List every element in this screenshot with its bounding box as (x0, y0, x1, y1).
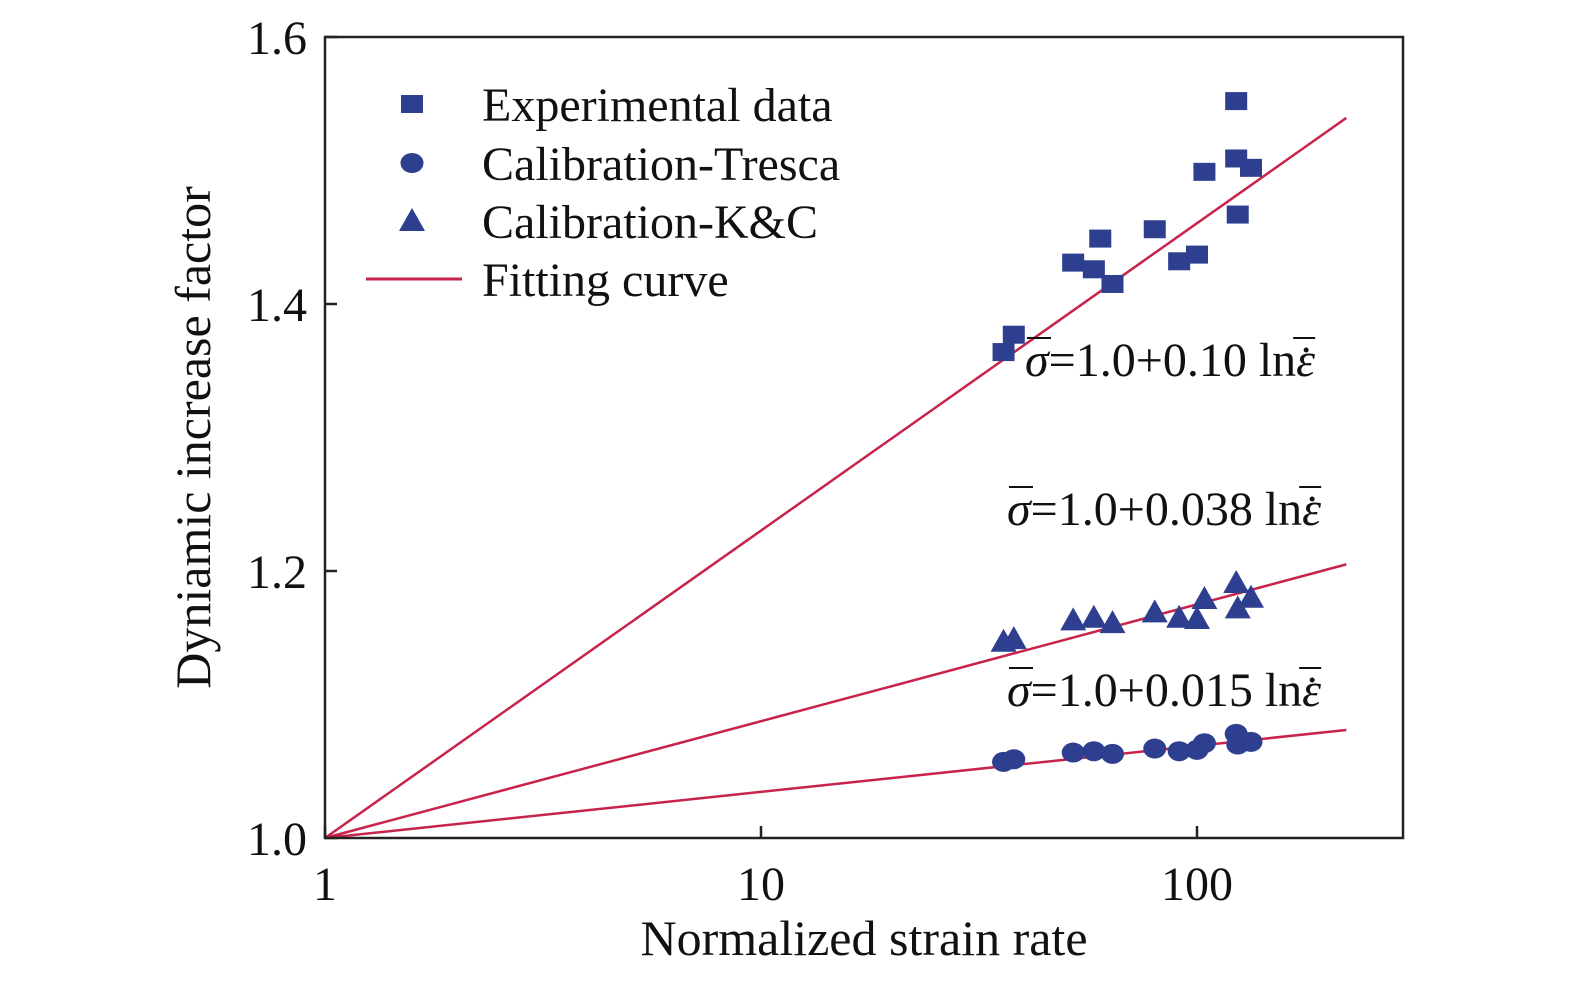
legend-marker-triangle (399, 208, 425, 231)
kc-point (1099, 610, 1126, 634)
legend-markers (366, 95, 462, 281)
legend: Experimental data Calibration-Tresca Cal… (366, 79, 840, 307)
kc-point (1223, 570, 1250, 594)
equation-body: =1.0+0.015 ln (1031, 664, 1302, 717)
experimental-point (992, 343, 1015, 362)
tresca-point (1082, 741, 1106, 762)
x-axis-title: Normalized strain rate (640, 910, 1087, 966)
experimental-point (1062, 253, 1085, 272)
legend-label-kc: Calibration-K&C (482, 196, 818, 249)
kc-point (1191, 586, 1218, 610)
epsilon-dot (1303, 347, 1309, 353)
y-axis-title: Dyniamic increase factor (165, 186, 221, 689)
equation-tresca-fit: σ=1.0+0.015 lnε (1007, 664, 1321, 717)
tresca-point (1239, 731, 1263, 752)
legend-label-experimental: Experimental data (482, 79, 833, 132)
experimental-point (1002, 325, 1025, 344)
y-tick-label: 1.4 (247, 279, 307, 332)
fit-line-experimental (324, 116, 1348, 840)
fit-equations: σ=1.0+0.10 lnε σ=1.0+0.038 lnε σ=1.0+0.0… (1007, 334, 1322, 717)
equation-epsilon: ε (1302, 483, 1321, 536)
legend-marker-circle (400, 153, 424, 173)
legend-label-tresca: Calibration-Tresca (482, 138, 840, 191)
axis-ticks: 1 10 100 1.0 1.2 1.4 1.6 (247, 12, 1233, 911)
data-markers (990, 92, 1264, 772)
x-tick-label: 100 (1161, 858, 1233, 911)
tresca-point (1100, 743, 1124, 764)
experimental-point (1226, 205, 1249, 224)
legend-marker-square (401, 95, 423, 113)
equation-epsilon: ε (1302, 664, 1321, 717)
experimental-point (1239, 158, 1262, 177)
x-tick-label: 10 (737, 858, 785, 911)
tresca-point (1002, 749, 1026, 770)
equation-sigma: σ (1025, 334, 1051, 387)
epsilon-dot (1309, 496, 1315, 502)
experimental-point (1193, 162, 1216, 181)
y-tick-label: 1.0 (247, 813, 307, 866)
tresca-point (1143, 738, 1167, 759)
equation-body: =1.0+0.10 ln (1049, 334, 1296, 387)
kc-point (1000, 626, 1027, 650)
experimental-point (1186, 245, 1208, 264)
kc-point (1141, 599, 1168, 623)
equation-body: =1.0+0.038 ln (1031, 483, 1302, 536)
kc-point (1080, 604, 1107, 628)
legend-label-fitting: Fitting curve (482, 254, 729, 307)
experimental-point (1082, 260, 1105, 279)
fit-curves (324, 116, 1348, 840)
epsilon-dot (1309, 677, 1315, 683)
equation-sigma: σ (1007, 664, 1033, 717)
tresca-point (1167, 741, 1191, 762)
experimental-point (1225, 92, 1248, 111)
kc-point (1224, 595, 1251, 619)
experimental-point (1101, 274, 1124, 293)
y-tick-label: 1.2 (247, 546, 307, 599)
experimental-point (1143, 220, 1166, 239)
equation-kc-fit: σ=1.0+0.038 lnε (1007, 483, 1321, 536)
kc-point (1184, 606, 1210, 630)
kc-point (1060, 607, 1087, 631)
equation-experimental-fit: σ=1.0+0.10 lnε (1025, 334, 1315, 387)
equation-sigma: σ (1007, 483, 1033, 536)
plot-frame (323, 35, 1405, 840)
tresca-point (1061, 742, 1085, 763)
x-tick-label: 1 (313, 858, 337, 911)
y-tick-label: 1.6 (247, 12, 307, 65)
equation-epsilon: ε (1296, 334, 1315, 387)
fit-line-kc (324, 563, 1347, 840)
kc-point (1237, 584, 1264, 608)
experimental-point (1168, 252, 1191, 271)
kc-point (1166, 604, 1193, 628)
tresca-point (1192, 733, 1216, 754)
experimental-point (1089, 229, 1112, 248)
